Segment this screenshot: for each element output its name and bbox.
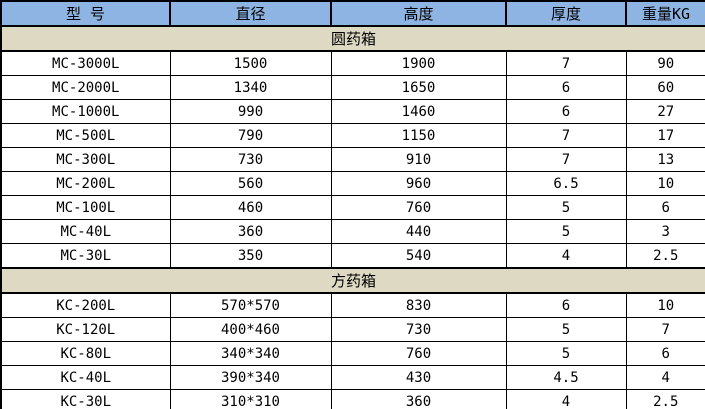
cell-model: KC-200L [0, 292, 171, 318]
header-cell-weight: 重量KG [625, 0, 705, 27]
cell-model: MC-40L [0, 219, 171, 244]
table-body: 圆药箱 MC-3000L 1500 1900 7 90 MC-2000L 1340 1650 6 6… [0, 25, 705, 409]
cell-diameter: 570*570 [169, 292, 332, 318]
section-row-round-box: 圆药箱 [0, 25, 705, 52]
cell-model: KC-40L [0, 365, 171, 390]
cell-thickness: 5 [505, 219, 627, 244]
cell-model: MC-100L [0, 195, 171, 220]
table-row: MC-300L 730 910 7 13 [0, 147, 705, 172]
cell-diameter: 730 [169, 147, 332, 172]
cell-model: MC-200L [0, 171, 171, 196]
cell-weight: 60 [625, 75, 705, 100]
header-cell-model: 型 号 [0, 0, 171, 27]
cell-model: MC-300L [0, 147, 171, 172]
table-row: MC-30L 350 540 4 2.5 [0, 243, 705, 269]
table-row: MC-40L 360 440 5 3 [0, 219, 705, 244]
header-cell-height: 高度 [330, 0, 507, 27]
table-row: KC-40L 390*340 430 4.5 4 [0, 365, 705, 390]
cell-diameter: 390*340 [169, 365, 332, 390]
cell-model: KC-80L [0, 341, 171, 366]
cell-diameter: 1500 [169, 50, 332, 76]
cell-diameter: 560 [169, 171, 332, 196]
cell-diameter: 340*340 [169, 341, 332, 366]
cell-thickness: 5 [505, 341, 627, 366]
cell-diameter: 310*310 [169, 389, 332, 409]
section-title-round-box: 圆药箱 [0, 25, 705, 52]
cell-model: MC-30L [0, 243, 171, 269]
header-cell-diameter: 直径 [169, 0, 332, 27]
cell-model: KC-30L [0, 389, 171, 409]
cell-thickness: 6 [505, 99, 627, 124]
cell-model: KC-120L [0, 317, 171, 342]
cell-height: 430 [330, 365, 507, 390]
cell-weight: 17 [625, 123, 705, 148]
cell-model: MC-500L [0, 123, 171, 148]
cell-thickness: 4.5 [505, 365, 627, 390]
cell-height: 910 [330, 147, 507, 172]
cell-thickness: 6.5 [505, 171, 627, 196]
cell-thickness: 4 [505, 243, 627, 269]
cell-thickness: 5 [505, 195, 627, 220]
cell-weight: 4 [625, 365, 705, 390]
cell-thickness: 7 [505, 123, 627, 148]
cell-height: 360 [330, 389, 507, 409]
cell-weight: 10 [625, 292, 705, 318]
cell-thickness: 7 [505, 147, 627, 172]
cell-diameter: 990 [169, 99, 332, 124]
cell-model: MC-1000L [0, 99, 171, 124]
cell-weight: 3 [625, 219, 705, 244]
section-title-square-box: 方药箱 [0, 267, 705, 294]
cell-height: 440 [330, 219, 507, 244]
table-row: MC-1000L 990 1460 6 27 [0, 99, 705, 124]
cell-diameter: 1340 [169, 75, 332, 100]
table-row: MC-3000L 1500 1900 7 90 [0, 50, 705, 76]
table-row: MC-500L 790 1150 7 17 [0, 123, 705, 148]
cell-thickness: 5 [505, 317, 627, 342]
cell-height: 760 [330, 195, 507, 220]
table-row: MC-200L 560 960 6.5 10 [0, 171, 705, 196]
cell-height: 1460 [330, 99, 507, 124]
cell-model: MC-3000L [0, 50, 171, 76]
cell-diameter: 790 [169, 123, 332, 148]
table-row: MC-100L 460 760 5 6 [0, 195, 705, 220]
cell-weight: 6 [625, 341, 705, 366]
cell-height: 1900 [330, 50, 507, 76]
header-cell-thickness: 厚度 [505, 0, 627, 27]
header-row: 型 号直径 高度 厚度 重量KG [0, 0, 705, 27]
cell-weight: 90 [625, 50, 705, 76]
cell-weight: 2.5 [625, 243, 705, 269]
cell-height: 960 [330, 171, 507, 196]
table-row: MC-2000L 1340 1650 6 60 [0, 75, 705, 100]
cell-weight: 6 [625, 195, 705, 220]
cell-height: 540 [330, 243, 507, 269]
cell-diameter: 350 [169, 243, 332, 269]
cell-height: 1150 [330, 123, 507, 148]
cell-model: MC-2000L [0, 75, 171, 100]
cell-height: 830 [330, 292, 507, 318]
cell-diameter: 400*460 [169, 317, 332, 342]
table-row: KC-80L 340*340 760 5 6 [0, 341, 705, 366]
table-row: KC-30L 310*310 360 4 2.5 [0, 389, 705, 409]
cell-height: 760 [330, 341, 507, 366]
cell-diameter: 360 [169, 219, 332, 244]
cell-thickness: 6 [505, 75, 627, 100]
cell-weight: 2.5 [625, 389, 705, 409]
table-row: KC-120L 400*460 730 5 7 [0, 317, 705, 342]
cell-diameter: 460 [169, 195, 332, 220]
table-row: KC-200L 570*570 830 6 10 [0, 292, 705, 318]
cell-weight: 27 [625, 99, 705, 124]
cell-weight: 10 [625, 171, 705, 196]
cell-thickness: 6 [505, 292, 627, 318]
cell-weight: 7 [625, 317, 705, 342]
cell-height: 730 [330, 317, 507, 342]
cell-weight: 13 [625, 147, 705, 172]
cell-height: 1650 [330, 75, 507, 100]
cell-thickness: 7 [505, 50, 627, 76]
cell-thickness: 4 [505, 389, 627, 409]
section-row-square-box: 方药箱 [0, 267, 705, 294]
